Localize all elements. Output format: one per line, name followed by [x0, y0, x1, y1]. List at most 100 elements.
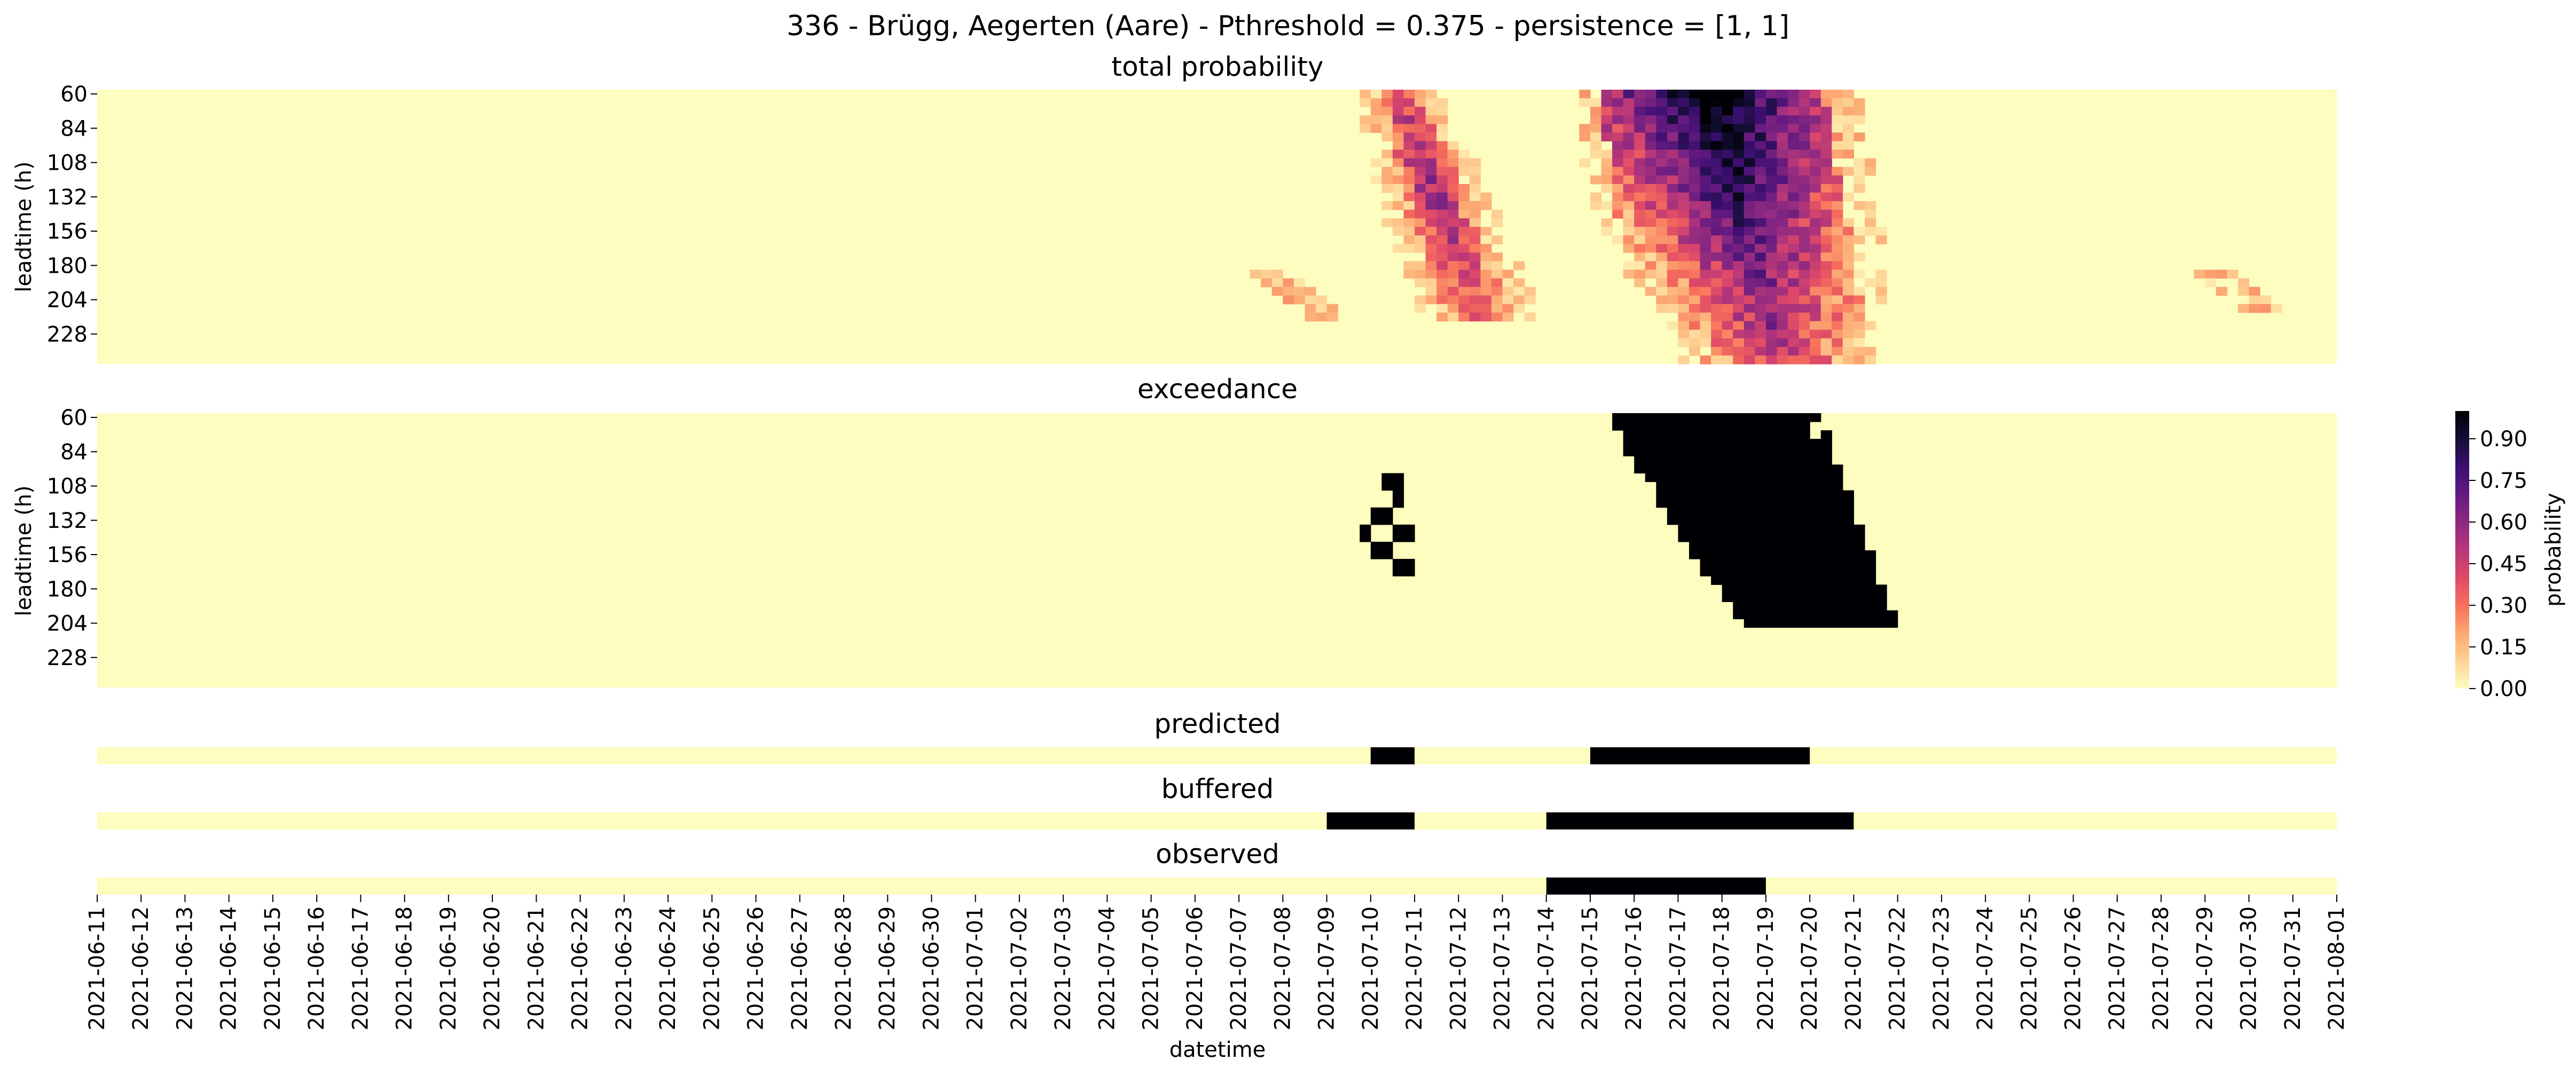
probability-cell [1634, 192, 1646, 202]
exceedance-cell [1799, 533, 1810, 542]
probability-cell [1810, 132, 1821, 141]
colorbar-tick-label: 0.75 [2480, 469, 2527, 493]
exceedance-cell [1788, 516, 1800, 525]
exceedance-cell [1854, 533, 1865, 542]
probability-cell [1689, 252, 1701, 262]
probability-cell [1711, 141, 1723, 151]
probability-cell [1722, 107, 1733, 116]
probability-cell [1656, 158, 1668, 168]
probability-cell [1854, 304, 1865, 313]
probability-cell [1403, 227, 1415, 236]
exceedance-cell [1832, 490, 1843, 500]
exceedance-cell [1777, 567, 1788, 576]
exceedance-cell [1733, 602, 1745, 611]
exceedance-cell [1755, 619, 1766, 628]
exceedance-cell [1832, 593, 1843, 602]
exceedance-cell [1656, 499, 1668, 508]
probability-cell [1425, 184, 1437, 193]
probability-cell [1601, 158, 1613, 168]
probability-cell [1733, 304, 1745, 313]
probability-cell [1733, 167, 1745, 176]
probability-cell [1722, 321, 1733, 330]
exceedance-cell [1722, 447, 1733, 456]
exceedance-cell [1689, 499, 1701, 508]
probability-cell [1799, 287, 1810, 296]
probability-cell [1777, 149, 1788, 159]
probability-cell [1415, 115, 1426, 124]
probability-cell [1820, 355, 1832, 365]
probability-cell [1689, 107, 1701, 116]
exceedance-cell [1799, 464, 1810, 474]
probability-cell [1765, 304, 1778, 313]
exceedance-cell [1678, 430, 1690, 439]
exceedance-cell [1799, 593, 1810, 602]
exceedance-cell [1799, 447, 1810, 456]
probability-cell [1645, 90, 1656, 99]
probability-cell [1743, 201, 1755, 210]
probability-cell [1799, 209, 1810, 219]
colorbar-tick-label: 0.30 [2480, 594, 2527, 618]
exceedance-cell [1777, 507, 1788, 517]
exceedance-cell [1875, 610, 1887, 620]
exceedance-cell [1743, 550, 1755, 559]
probability-cell [1733, 346, 1745, 356]
exceedance-cell [1832, 576, 1843, 585]
exceedance-cell [1678, 499, 1690, 508]
x-tick-label: 2021-06-19 [436, 906, 461, 1030]
probability-cell [1403, 244, 1415, 253]
probability-cell [1700, 338, 1711, 347]
probability-cell [1458, 158, 1470, 168]
probability-cell [2237, 278, 2250, 288]
probability-cell [1755, 338, 1766, 347]
probability-cell [1743, 98, 1755, 107]
exceedance-cell [1733, 541, 1745, 551]
exceedance-cell [1711, 422, 1723, 431]
exceedance-cell [1788, 602, 1800, 611]
probability-cell [1425, 90, 1437, 99]
probability-cell [1743, 252, 1755, 262]
probability-cell [1447, 295, 1459, 305]
probability-cell [1832, 270, 1843, 279]
probability-cell [1381, 218, 1393, 227]
probability-cell [1722, 235, 1733, 244]
exceedance-cell [1667, 447, 1679, 456]
probability-cell [1360, 124, 1371, 133]
exceedance-cell [1864, 619, 1876, 628]
probability-cell [1656, 141, 1668, 151]
probability-cell [1458, 149, 1470, 159]
probability-cell [1480, 244, 1492, 253]
probability-cell [1722, 252, 1733, 262]
probability-cell [1788, 107, 1800, 116]
probability-cell [1634, 175, 1646, 185]
probability-cell [1403, 107, 1415, 116]
x-tick-label: 2021-07-05 [1139, 906, 1164, 1030]
probability-cell [1667, 235, 1679, 244]
exceedance-cell [1733, 610, 1745, 620]
probability-cell [1612, 149, 1624, 159]
exceedance-cell [1820, 567, 1832, 576]
probability-cell [1678, 304, 1690, 313]
probability-cell [1777, 321, 1788, 330]
exceedance-cell [1743, 533, 1755, 542]
exceedance-heatmap [97, 413, 2337, 687]
probability-cell [1415, 175, 1426, 185]
probability-cell [1656, 201, 1668, 210]
probability-cell [1842, 329, 1855, 339]
exceedance-cell [1722, 541, 1733, 551]
probability-cell [1491, 304, 1503, 313]
probability-cell [1678, 261, 1690, 270]
probability-cell [1842, 304, 1855, 313]
probability-cell [1480, 270, 1492, 279]
probability-cell [1711, 167, 1723, 176]
exceedance-ylabel: leadtime (h) [12, 485, 36, 616]
probability-cell [1645, 244, 1656, 253]
exceedance-cell [1743, 422, 1755, 431]
probability-cell [1436, 107, 1448, 116]
probability-cell [1820, 107, 1832, 116]
probability-cell [1788, 218, 1800, 227]
probability-cell [1777, 158, 1788, 168]
exceedance-cell [1667, 490, 1679, 500]
exceedance-cell [1810, 481, 1821, 491]
buffered-background [97, 812, 2337, 829]
probability-cell [1667, 295, 1679, 305]
